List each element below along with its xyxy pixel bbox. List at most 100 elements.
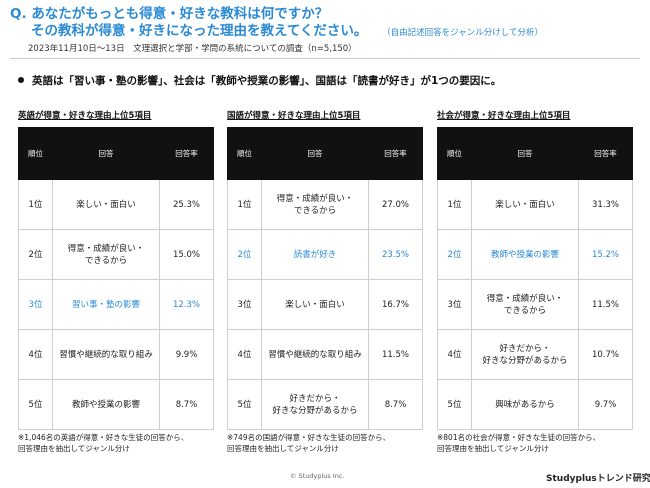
- answer-line-1: 教師や授業の影響: [71, 399, 140, 410]
- answer-cell: 習い事・塾の影響: [52, 279, 160, 330]
- rate-cell: 15.0%: [159, 229, 214, 280]
- brand-logo-text: Studyplusトレンド研究所: [546, 474, 650, 484]
- table-row: 1位 楽しい・面白い 25.3%: [18, 179, 214, 230]
- rank-cell: 4位: [227, 329, 262, 380]
- footnote-social: ※801名の社会が得意・好きな生徒の回答から、 回答理由を抽出してジャンル分け: [437, 432, 600, 454]
- rank-cell: 1位: [18, 179, 53, 230]
- rate-cell: 25.3%: [159, 179, 214, 230]
- bullet-icon: [18, 77, 24, 83]
- answer-line-1: 好きだから・: [289, 393, 341, 404]
- rate-cell: 8.7%: [159, 379, 214, 430]
- panel-title: 国語が得意・好きな理由上位5項目: [227, 111, 361, 121]
- header-rank: 順位: [18, 127, 53, 180]
- table-row: 2位 得意・成績が良い・ できるから 15.0%: [18, 229, 214, 280]
- table-header-row: 順位 回答 回答率: [227, 127, 423, 180]
- header-answer: 回答: [261, 127, 369, 180]
- ranking-table: 順位 回答 回答率 1位 楽しい・面白い 25.3% 2位 得意・成績が良い・で…: [18, 127, 214, 430]
- answer-line-1: 好きだから・: [499, 343, 551, 354]
- header-rate: 回答率: [578, 127, 633, 180]
- answer-cell: 教師や授業の影響: [471, 229, 579, 280]
- header-answer: 回答: [471, 127, 579, 180]
- footnote-line-2: 回答理由を抽出してジャンル分け: [227, 444, 339, 453]
- answer-cell: 得意・成績が良い・ できるから: [471, 279, 579, 330]
- answer-cell: 楽しい・面白い: [471, 179, 579, 230]
- question-prefix: Q.: [10, 6, 27, 22]
- rate-cell: 9.7%: [578, 379, 633, 430]
- header-rank: 順位: [227, 127, 262, 180]
- answer-line-1: 楽しい・面白い: [495, 199, 555, 210]
- rate-cell: 12.3%: [159, 279, 214, 330]
- answer-cell: 教師や授業の影響: [52, 379, 160, 430]
- table-header-row: 順位 回答 回答率: [437, 127, 633, 180]
- rank-cell: 5位: [18, 379, 53, 430]
- rank-cell: 3位: [18, 279, 53, 330]
- rate-cell: 11.5%: [578, 279, 633, 330]
- answer-line-1: 得意・成績が良い・: [276, 193, 354, 204]
- rank-cell: 5位: [437, 379, 472, 430]
- table-row: 3位 楽しい・面白い 16.7%: [227, 279, 423, 330]
- answer-line-2: できるから: [84, 255, 128, 266]
- summary-line: 英語は「習い事・塾の影響」、社会は「教師や授業の影響」、国語は「読書が好き」が1…: [18, 73, 501, 88]
- table-row: 4位 習慣や継続的な取り組み 9.9%: [18, 329, 214, 380]
- answer-cell: 習慣や継続的な取り組み: [261, 329, 369, 380]
- rank-cell: 1位: [437, 179, 472, 230]
- question-header: Q. あなたがもっとも得意・好きな教科は何ですか？ その教科が得意・好きになった…: [10, 6, 640, 42]
- footnote-line-1: ※749名の国語が得意・好きな生徒の回答から、: [227, 433, 391, 442]
- panel-title: 英語が得意・好きな理由上位5項目: [18, 111, 152, 121]
- rate-cell: 10.7%: [578, 329, 633, 380]
- table-row: 3位 得意・成績が良い・ できるから 11.5%: [437, 279, 633, 330]
- answer-cell: 得意・成績が良い・ できるから: [52, 229, 160, 280]
- table-row: 5位 興味があるから 9.7%: [437, 379, 633, 430]
- header-divider: [10, 58, 640, 59]
- rate-cell: 11.5%: [368, 329, 423, 380]
- answer-line-1: 習慣や継続的な取り組み: [268, 349, 362, 360]
- table-row-highlighted: 2位 読書が好き 23.5%: [227, 229, 423, 280]
- answer-line-1: 楽しい・面白い: [76, 199, 136, 210]
- rank-cell: 1位: [227, 179, 262, 230]
- rate-cell: 15.2%: [578, 229, 633, 280]
- question-text-1: あなたがもっとも得意・好きな教科は何ですか？: [31, 6, 329, 22]
- answer-line-2: 好きな分野があるから: [272, 405, 358, 416]
- rate-cell: 27.0%: [368, 179, 423, 230]
- rank-cell: 3位: [227, 279, 262, 330]
- question-note: （自由記述回答をジャンル分けして分析）: [382, 28, 543, 38]
- answer-cell: 好きだから・ 好きな分野があるから: [471, 329, 579, 380]
- answer-line-2: できるから: [293, 205, 337, 216]
- table-row: 5位 教師や授業の影響 8.7%: [18, 379, 214, 430]
- table-row: 4位 習慣や継続的な取り組み 11.5%: [227, 329, 423, 380]
- ranking-table: 順位 回答 回答率 1位 楽しい・面白い 31.3% 2位 教師や授業の影響 1…: [437, 127, 633, 430]
- rate-cell: 9.9%: [159, 329, 214, 380]
- answer-line-1: 興味があるから: [495, 399, 555, 410]
- table-row: 1位 得意・成績が良い・ できるから 27.0%: [227, 179, 423, 230]
- answer-line-1: 得意・成績が良い・: [67, 243, 145, 254]
- panel-title: 社会が得意・好きな理由上位5項目: [437, 111, 571, 121]
- panel-social: 社会が得意・好きな理由上位5項目 順位 回答 回答率 1位 楽しい・面白い 31…: [437, 109, 633, 430]
- panel-japanese: 国語が得意・好きな理由上位5項目 順位 回答 回答率 1位 得意・成績が良い・で…: [227, 109, 423, 430]
- answer-cell: 得意・成績が良い・ できるから: [261, 179, 369, 230]
- header-answer: 回答: [52, 127, 160, 180]
- rank-cell: 2位: [18, 229, 53, 280]
- footnote-line-2: 回答理由を抽出してジャンル分け: [18, 444, 130, 453]
- answer-line-2: できるから: [503, 305, 547, 316]
- answer-cell: 楽しい・面白い: [52, 179, 160, 230]
- table-row: 5位 好きだから・ 好きな分野があるから 8.7%: [227, 379, 423, 430]
- rank-cell: 3位: [437, 279, 472, 330]
- table-row-highlighted: 2位 教師や授業の影響 15.2%: [437, 229, 633, 280]
- rate-cell: 31.3%: [578, 179, 633, 230]
- answer-line-1: 教師や授業の影響: [490, 249, 559, 260]
- table-row-highlighted: 3位 習い事・塾の影響 12.3%: [18, 279, 214, 330]
- rate-cell: 16.7%: [368, 279, 423, 330]
- copyright: © Studyplus Inc.: [290, 472, 345, 480]
- answer-line-1: 楽しい・面白い: [285, 299, 345, 310]
- answer-cell: 読書が好き: [261, 229, 369, 280]
- rank-cell: 2位: [437, 229, 472, 280]
- table-header-row: 順位 回答 回答率: [18, 127, 214, 180]
- survey-info: 2023年11月10日〜13日 文理選択と学部・学問の系統についての調査（n=5…: [28, 44, 357, 54]
- question-line-2: その教科が得意・好きになった理由を教えてください。 （自由記述回答をジャンル分け…: [10, 23, 640, 42]
- answer-line-1: 習い事・塾の影響: [71, 299, 140, 310]
- header-rate: 回答率: [159, 127, 214, 180]
- ranking-table: 順位 回答 回答率 1位 得意・成績が良い・ できるから 27.0% 2位 読書が…: [227, 127, 423, 430]
- answer-line-1: 読書が好き: [293, 249, 337, 260]
- footnote-english: ※1,046名の英語が得意・好きな生徒の回答から、 回答理由を抽出してジャンル分…: [18, 432, 188, 454]
- header-rate: 回答率: [368, 127, 423, 180]
